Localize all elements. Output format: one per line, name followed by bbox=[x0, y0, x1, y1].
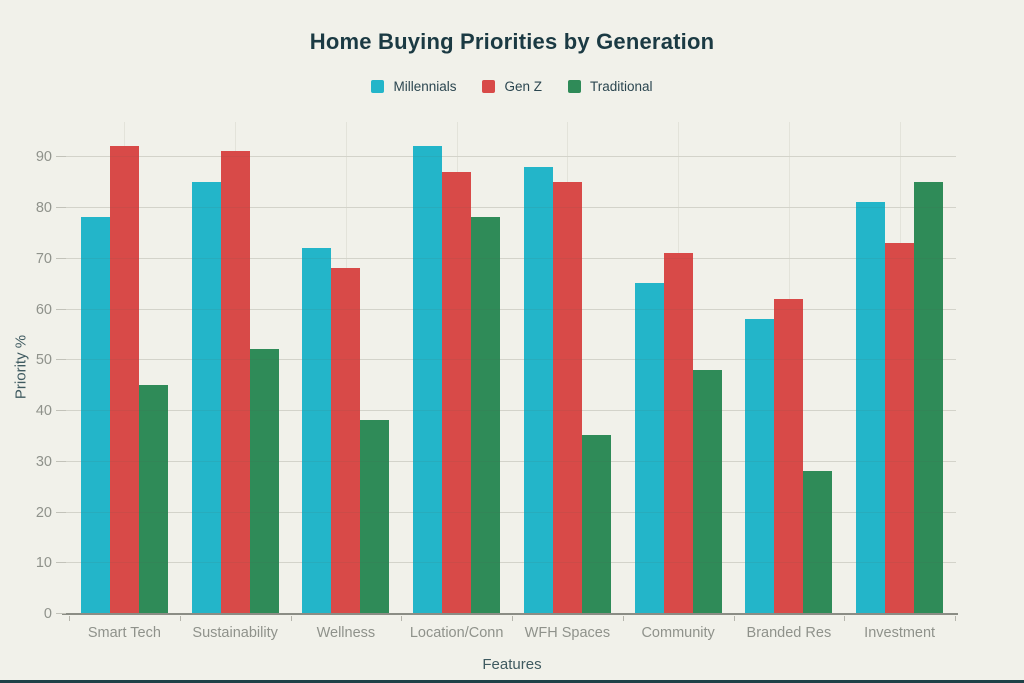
legend-label: Gen Z bbox=[504, 79, 542, 94]
y-tick-mark-70 bbox=[56, 257, 66, 259]
legend-item-millennials: Millennials bbox=[371, 79, 456, 94]
legend-label: Traditional bbox=[590, 79, 653, 94]
x-tick-label-location-conn: Location/Conn bbox=[409, 625, 504, 641]
gridline-overlay-y-90 bbox=[62, 156, 956, 158]
y-tick-label-70: 70 bbox=[35, 250, 52, 267]
x-tick-mark-5 bbox=[622, 616, 624, 621]
x-axis-title: Features bbox=[482, 656, 542, 673]
gridline-y-80 bbox=[62, 207, 956, 209]
legend: Millennials Gen Z Traditional bbox=[0, 79, 1024, 94]
bar-millennials-smart-tech bbox=[80, 217, 110, 613]
gridline-overlay-y-60 bbox=[62, 308, 956, 310]
x-tick-mark-4 bbox=[512, 616, 513, 621]
bar-gen-z-wellness bbox=[331, 268, 361, 613]
y-tick-label-90: 90 bbox=[35, 149, 52, 166]
gridline-y-10 bbox=[62, 562, 956, 564]
bar-traditional-investment bbox=[914, 181, 944, 613]
legend-item-traditional: Traditional bbox=[568, 79, 653, 94]
x-tick-label-community: Community bbox=[641, 625, 715, 641]
y-tick-mark-10 bbox=[56, 562, 66, 564]
gridline-y-20 bbox=[62, 511, 956, 513]
x-tick-mark-8 bbox=[955, 616, 956, 621]
gridline-y-30 bbox=[62, 460, 956, 462]
y-axis-title: Priority % bbox=[12, 334, 30, 400]
x-tick-label-wellness: Wellness bbox=[316, 625, 376, 641]
bar-millennials-sustainability bbox=[191, 181, 221, 613]
gridline-overlay-y-10 bbox=[62, 562, 956, 564]
legend-swatch-gen-z bbox=[482, 80, 496, 93]
y-tick-mark-60 bbox=[56, 308, 66, 310]
x-tick-label-smart-tech: Smart Tech bbox=[87, 625, 161, 641]
bar-gen-z-community bbox=[663, 252, 693, 613]
chart-title: Home Buying Priorities by Generation bbox=[309, 29, 715, 54]
gridline-y-70 bbox=[62, 257, 956, 259]
x-tick-label-branded-res: Branded Res bbox=[746, 625, 832, 641]
y-tick-label-10: 10 bbox=[35, 555, 52, 572]
bar-traditional-branded-res bbox=[803, 470, 833, 613]
bottom-accent-bar bbox=[0, 680, 1024, 683]
gridline-y-40 bbox=[62, 410, 956, 412]
x-tick-mark-3 bbox=[401, 616, 403, 621]
gridline-overlay-y-40 bbox=[62, 410, 956, 412]
gridline-overlay-y-20 bbox=[62, 511, 956, 513]
bar-millennials-wfh-spaces bbox=[523, 166, 553, 613]
x-tick-mark-6 bbox=[733, 616, 735, 621]
bar-gen-z-wfh-spaces bbox=[552, 181, 582, 613]
y-tick-label-30: 30 bbox=[35, 453, 52, 470]
bar-gen-z-investment bbox=[885, 242, 915, 613]
bar-gen-z-location-conn bbox=[442, 171, 472, 613]
gridline-overlay-y-70 bbox=[62, 257, 956, 259]
bar-traditional-community bbox=[692, 369, 722, 613]
bar-gen-z-smart-tech bbox=[109, 146, 139, 613]
gridline-y-50 bbox=[62, 359, 956, 361]
gridline-overlay-y-80 bbox=[62, 207, 956, 209]
y-tick-mark-40 bbox=[56, 410, 66, 412]
bar-gen-z-sustainability bbox=[220, 151, 250, 613]
x-tick-mark-7 bbox=[844, 616, 846, 621]
x-tick-label-sustainability: Sustainability bbox=[192, 625, 278, 641]
y-tick-mark-90 bbox=[56, 156, 66, 158]
y-tick-mark-50 bbox=[56, 359, 66, 361]
x-tick-mark-1 bbox=[179, 616, 181, 621]
gridline-overlay-y-30 bbox=[62, 460, 956, 462]
legend-swatch-millennials bbox=[371, 80, 385, 93]
bar-millennials-investment bbox=[856, 202, 886, 613]
y-tick-label-60: 60 bbox=[35, 301, 52, 318]
legend-label: Millennials bbox=[393, 79, 457, 94]
y-tick-mark-20 bbox=[56, 511, 66, 513]
y-tick-label-50: 50 bbox=[35, 352, 52, 369]
bar-millennials-branded-res bbox=[745, 318, 775, 613]
gridline-y-60 bbox=[62, 308, 956, 310]
y-tick-label-40: 40 bbox=[35, 403, 52, 420]
x-axis-line bbox=[62, 613, 958, 615]
x-tick-label-investment: Investment bbox=[864, 625, 936, 641]
y-tick-label-20: 20 bbox=[35, 504, 52, 521]
y-tick-mark-0 bbox=[56, 613, 66, 614]
y-tick-mark-80 bbox=[56, 207, 66, 209]
bar-gen-z-branded-res bbox=[774, 298, 804, 613]
y-tick-mark-30 bbox=[56, 460, 66, 462]
gridline-y-90 bbox=[62, 156, 956, 158]
bar-millennials-wellness bbox=[302, 247, 332, 613]
bar-traditional-smart-tech bbox=[138, 384, 168, 613]
bar-traditional-wellness bbox=[360, 420, 390, 613]
bar-millennials-community bbox=[634, 283, 664, 613]
bar-traditional-sustainability bbox=[249, 349, 279, 613]
gridline-overlay-y-50 bbox=[62, 359, 956, 361]
bar-traditional-wfh-spaces bbox=[581, 435, 611, 613]
bar-millennials-location-conn bbox=[413, 146, 443, 613]
x-tick-label-wfh-spaces: WFH Spaces bbox=[524, 625, 611, 641]
x-tick-mark-0 bbox=[69, 616, 70, 621]
y-tick-label-80: 80 bbox=[35, 200, 52, 217]
legend-item-gen-z: Gen Z bbox=[482, 79, 542, 94]
legend-swatch-traditional bbox=[568, 80, 581, 93]
y-tick-label-0: 0 bbox=[43, 606, 52, 622]
bar-traditional-location-conn bbox=[471, 217, 501, 613]
x-tick-mark-2 bbox=[290, 616, 292, 621]
